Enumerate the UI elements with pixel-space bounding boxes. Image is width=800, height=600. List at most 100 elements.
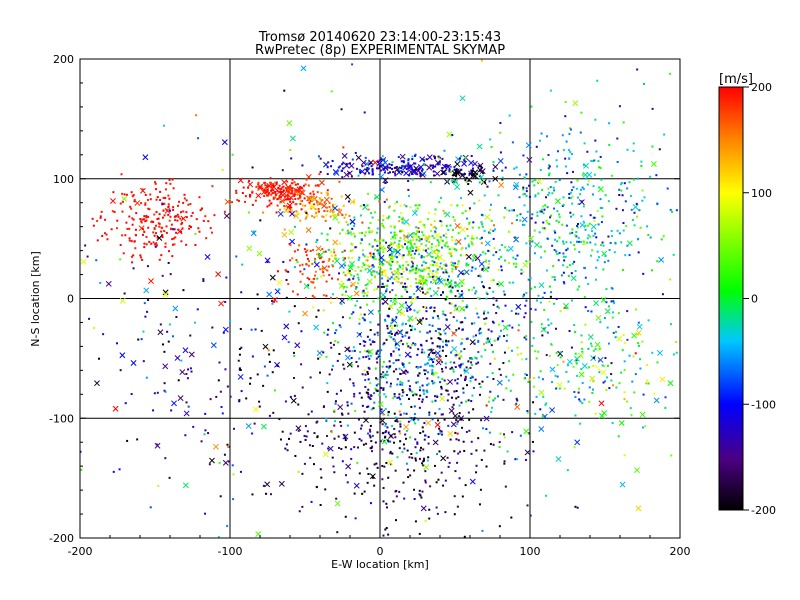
point-dot — [249, 195, 252, 198]
point-dot — [323, 201, 326, 204]
point-dot — [411, 158, 414, 161]
point-dot — [445, 165, 448, 168]
point-dot — [621, 349, 624, 352]
point-dot — [269, 181, 272, 184]
point-dot — [162, 196, 165, 199]
point-dot — [84, 244, 87, 247]
point-dot — [402, 219, 405, 222]
point-dot — [251, 493, 254, 496]
point-dot — [362, 340, 365, 343]
point-dot — [516, 458, 519, 461]
point-dot — [209, 227, 212, 230]
point-dot — [405, 394, 408, 397]
point-dot — [154, 245, 157, 248]
point-dot — [545, 219, 548, 222]
point-dot — [219, 390, 222, 393]
point-dot — [278, 184, 281, 187]
point-dot — [579, 193, 582, 196]
point-cross — [366, 267, 373, 274]
point-dot — [358, 318, 361, 321]
point-dot — [478, 329, 481, 332]
point-dot — [492, 297, 495, 300]
point-dot — [131, 217, 134, 220]
point-cross — [80, 258, 87, 265]
point-dot — [451, 236, 454, 239]
point-dot — [491, 406, 494, 409]
point-dot — [541, 378, 544, 381]
point-dot — [322, 267, 325, 270]
point-dot — [624, 254, 627, 257]
point-dot — [531, 440, 534, 443]
point-dot — [408, 388, 411, 391]
point-dot — [461, 299, 464, 302]
point-dot — [344, 474, 347, 477]
point-dot — [315, 214, 318, 217]
point-dot — [404, 334, 407, 337]
point-dot — [328, 202, 331, 205]
point-dot — [387, 440, 390, 443]
point-dot — [316, 436, 319, 439]
point-dot — [388, 331, 391, 334]
point-dot — [163, 230, 166, 233]
point-dot — [326, 233, 329, 236]
point-dot — [451, 133, 454, 136]
point-dot — [593, 216, 596, 219]
point-dot — [119, 202, 122, 205]
point-dot — [478, 199, 481, 202]
point-dot — [161, 203, 164, 206]
point-dot — [487, 400, 490, 403]
point-dot — [266, 188, 269, 191]
point-dot — [357, 258, 360, 261]
point-cross — [659, 376, 666, 383]
point-dot — [506, 334, 509, 337]
point-dot — [418, 398, 421, 401]
point-cross — [423, 464, 430, 471]
point-dot — [412, 266, 415, 269]
point-dot — [577, 236, 580, 239]
point-dot — [382, 534, 385, 537]
point-dot — [163, 202, 166, 205]
point-dot — [525, 194, 528, 197]
point-dot — [379, 375, 382, 378]
point-dot — [192, 425, 195, 428]
point-dot — [548, 172, 551, 175]
point-dot — [356, 273, 359, 276]
point-dot — [321, 248, 324, 251]
point-dot — [581, 381, 584, 384]
point-dot — [379, 373, 382, 376]
point-dot — [154, 182, 157, 185]
point-dot — [128, 227, 131, 230]
point-dot — [268, 185, 271, 188]
point-dot — [430, 223, 433, 226]
point-dot — [354, 287, 357, 290]
point-dot — [569, 264, 572, 267]
point-dot — [318, 197, 321, 200]
point-dot — [478, 297, 481, 300]
point-dot — [470, 400, 473, 403]
point-dot — [460, 401, 463, 404]
point-dot — [621, 269, 624, 272]
point-dot — [558, 251, 561, 254]
point-dot — [594, 243, 597, 246]
point-dot — [557, 259, 560, 262]
point-dot — [163, 389, 166, 392]
point-cross — [337, 404, 344, 411]
point-dot — [183, 197, 186, 200]
point-dot — [576, 288, 579, 291]
point-dot — [441, 167, 444, 170]
point-dot — [471, 167, 474, 170]
point-dot — [424, 261, 427, 264]
point-dot — [462, 440, 465, 443]
point-dot — [143, 230, 146, 233]
point-dot — [448, 248, 451, 251]
point-cross — [264, 481, 271, 488]
point-dot — [463, 172, 466, 175]
point-dot — [409, 436, 412, 439]
point-dot — [153, 227, 156, 230]
point-dot — [144, 220, 147, 223]
point-dot — [322, 260, 325, 263]
point-cross — [271, 184, 277, 191]
point-dot — [340, 424, 343, 427]
point-dot — [237, 359, 240, 362]
point-dot — [542, 221, 545, 224]
